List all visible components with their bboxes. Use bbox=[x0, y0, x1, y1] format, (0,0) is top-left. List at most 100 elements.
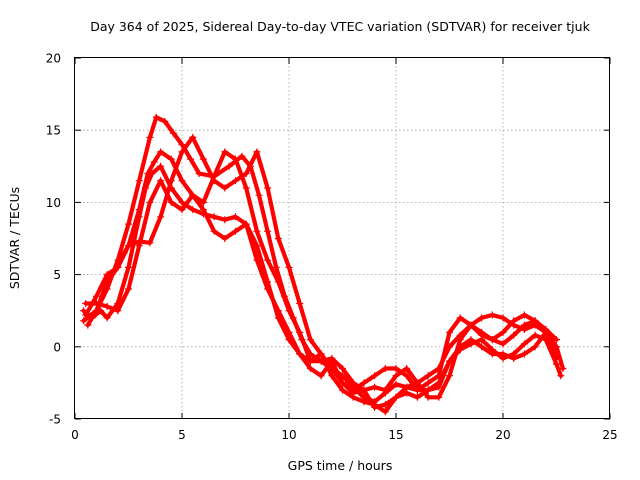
data-point-marker bbox=[221, 184, 229, 192]
data-point-marker bbox=[264, 256, 272, 264]
data-point-marker bbox=[148, 170, 156, 177]
data-point-marker bbox=[499, 354, 507, 362]
data-point-marker bbox=[125, 220, 132, 228]
data-point-marker bbox=[238, 152, 246, 160]
data-point-marker bbox=[360, 398, 368, 406]
y-axis-title: SDTVAR / TECUs bbox=[7, 187, 22, 289]
data-point-marker bbox=[146, 133, 154, 141]
data-point-marker bbox=[413, 393, 421, 401]
gridlines bbox=[75, 58, 610, 419]
data-point-marker bbox=[403, 383, 411, 391]
data-point-marker bbox=[242, 170, 250, 177]
data-point-marker bbox=[456, 331, 464, 339]
data-traces bbox=[80, 113, 567, 416]
data-point-marker bbox=[199, 155, 207, 163]
y-tick-label: 5 bbox=[53, 268, 61, 282]
data-point-marker bbox=[125, 263, 132, 271]
data-point-marker bbox=[339, 379, 346, 387]
data-point-marker bbox=[542, 336, 550, 344]
data-point-marker bbox=[199, 198, 207, 206]
data-point-marker bbox=[178, 198, 186, 206]
data-point-marker bbox=[167, 198, 175, 206]
data-point-marker bbox=[296, 328, 304, 336]
data-point-marker bbox=[232, 213, 239, 221]
data-point-marker bbox=[157, 148, 165, 156]
data-point-marker bbox=[225, 162, 233, 170]
data-point-marker bbox=[221, 216, 229, 224]
data-point-marker bbox=[161, 118, 169, 125]
data-point-marker bbox=[306, 365, 314, 372]
data-point-marker bbox=[559, 365, 567, 372]
data-point-marker bbox=[553, 336, 560, 344]
data-point-marker bbox=[520, 311, 528, 319]
data-point-marker bbox=[232, 177, 239, 185]
axis-ticks: 0 5 10 15 20 25 -5 0 5 10 15 20 bbox=[46, 52, 618, 443]
data-point-marker bbox=[189, 191, 197, 199]
data-point-marker bbox=[467, 321, 475, 329]
data-point-marker bbox=[103, 314, 111, 322]
data-point-marker bbox=[135, 177, 143, 185]
data-point-marker bbox=[97, 307, 105, 315]
data-point-marker bbox=[80, 317, 88, 325]
data-point-marker bbox=[510, 321, 518, 329]
series-trace-2 bbox=[83, 149, 559, 400]
data-point-marker bbox=[317, 372, 325, 380]
data-point-marker bbox=[114, 307, 122, 315]
data-point-marker bbox=[92, 300, 100, 307]
data-point-marker bbox=[242, 220, 250, 228]
data-point-marker bbox=[169, 129, 177, 137]
data-point-marker bbox=[88, 314, 96, 322]
chart-title: Day 364 of 2025, Sidereal Day-to-day VTE… bbox=[90, 19, 590, 34]
data-point-marker bbox=[195, 170, 203, 177]
data-point-marker bbox=[285, 263, 293, 271]
data-point-marker bbox=[520, 321, 528, 329]
data-point-marker bbox=[199, 206, 207, 214]
data-point-marker bbox=[435, 379, 443, 387]
data-point-marker bbox=[499, 340, 507, 348]
data-point-marker bbox=[306, 336, 314, 344]
data-point-marker bbox=[328, 357, 336, 365]
data-point-marker bbox=[488, 346, 496, 354]
plot-frame bbox=[74, 57, 610, 419]
data-point-marker bbox=[274, 314, 282, 322]
data-point-marker bbox=[424, 372, 432, 380]
data-point-marker bbox=[157, 177, 165, 185]
data-point-marker bbox=[142, 184, 150, 192]
data-point-marker bbox=[135, 213, 143, 221]
data-point-marker bbox=[424, 386, 432, 394]
data-point-marker bbox=[392, 380, 400, 388]
data-point-marker bbox=[82, 300, 90, 307]
data-point-marker bbox=[285, 307, 293, 315]
data-point-marker bbox=[531, 343, 539, 351]
data-point-marker bbox=[349, 389, 357, 397]
data-point-marker bbox=[360, 379, 368, 387]
series-markers-5 bbox=[82, 177, 560, 411]
data-point-marker bbox=[381, 408, 389, 416]
data-point-marker bbox=[152, 113, 160, 121]
data-point-marker bbox=[146, 198, 154, 206]
data-point-marker bbox=[253, 227, 261, 235]
data-point-marker bbox=[274, 278, 282, 286]
data-point-marker bbox=[456, 314, 464, 322]
x-tick-label: 15 bbox=[388, 428, 403, 442]
data-point-marker bbox=[178, 141, 186, 149]
data-point-marker bbox=[488, 311, 496, 319]
y-tick-label: 15 bbox=[46, 124, 61, 138]
data-point-marker bbox=[221, 148, 229, 156]
data-point-marker bbox=[435, 393, 443, 401]
data-point-marker bbox=[242, 184, 250, 192]
x-tick-label: 5 bbox=[178, 428, 186, 442]
data-point-marker bbox=[232, 227, 239, 235]
data-point-marker bbox=[253, 242, 261, 250]
x-tick-label: 25 bbox=[602, 428, 617, 442]
data-point-marker bbox=[446, 357, 453, 365]
data-point-marker bbox=[178, 177, 186, 185]
data-point-marker bbox=[272, 263, 280, 271]
data-point-marker bbox=[178, 148, 186, 156]
data-point-marker bbox=[424, 379, 432, 387]
data-point-marker bbox=[478, 314, 486, 322]
data-point-marker bbox=[499, 328, 507, 336]
data-point-marker bbox=[150, 158, 158, 166]
data-point-marker bbox=[146, 239, 154, 247]
data-point-marker bbox=[557, 372, 565, 380]
